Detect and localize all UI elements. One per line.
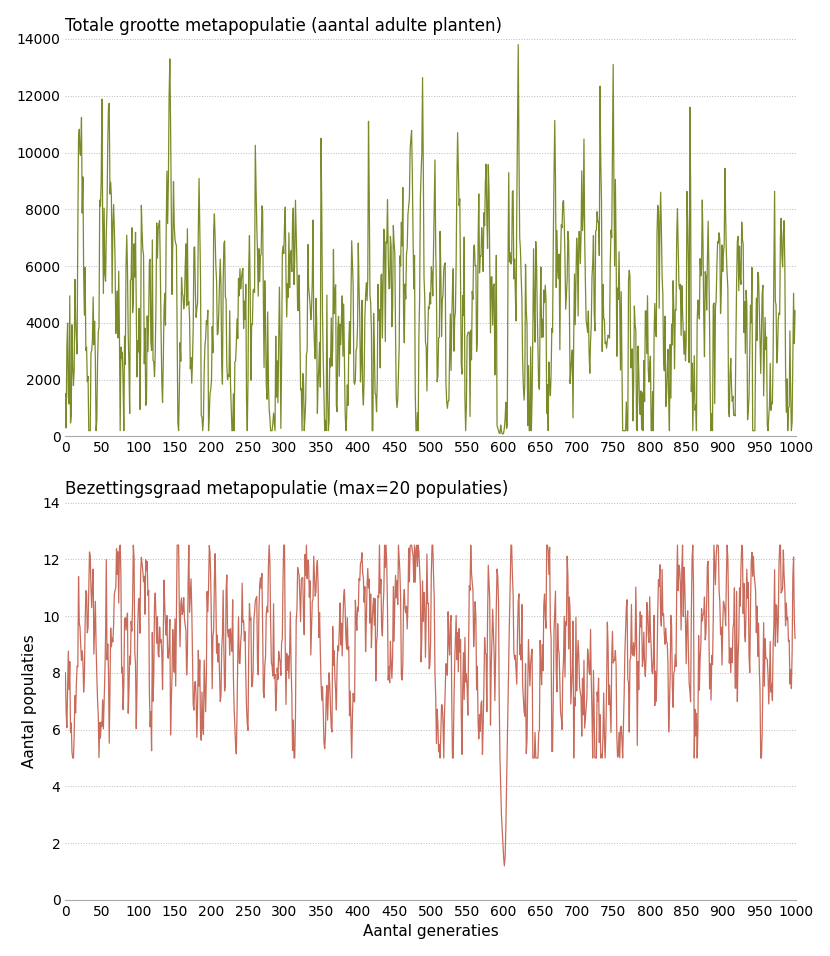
Text: Totale grootte metapopulatie (aantal adulte planten): Totale grootte metapopulatie (aantal adu… — [66, 16, 502, 34]
X-axis label: Aantal generaties: Aantal generaties — [363, 924, 499, 940]
Text: Bezettingsgraad metapopulatie (max=20 populaties): Bezettingsgraad metapopulatie (max=20 po… — [66, 480, 509, 498]
Y-axis label: Aantal populaties: Aantal populaties — [22, 635, 37, 768]
